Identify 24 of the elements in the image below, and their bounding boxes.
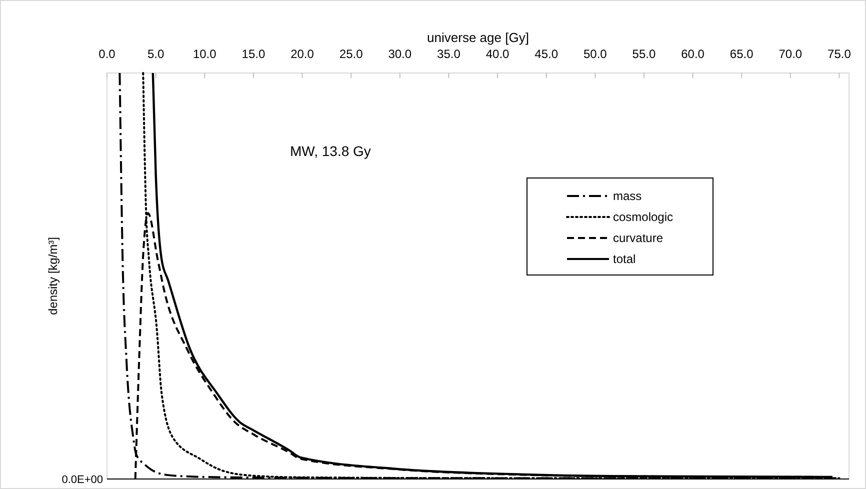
x-tick-label: 50.0 (583, 47, 608, 61)
x-tick-label: 0.0 (98, 47, 116, 61)
x-tick-label: 45.0 (534, 47, 558, 61)
x-tick-label: 10.0 (192, 47, 217, 61)
x-tick-label: 55.0 (632, 47, 656, 61)
legend-label: curvature (613, 231, 664, 245)
legend-label: total (613, 252, 636, 266)
x-tick-label: 25.0 (339, 47, 364, 61)
x-tick-label: 70.0 (778, 47, 802, 61)
legend-label: cosmologic (613, 210, 674, 224)
legend-label: mass (613, 189, 642, 203)
x-tick-label: 15.0 (242, 47, 266, 61)
x-tick-label: 30.0 (388, 47, 412, 61)
annotation: MW, 13.8 Gy (290, 143, 371, 159)
x-tick-label: 60.0 (681, 47, 705, 61)
x-tick-label: 5.0 (147, 47, 164, 61)
x-tick-label: 35.0 (437, 47, 461, 61)
x-tick-label: 40.0 (486, 47, 510, 61)
x-tick-label: 20.0 (290, 47, 314, 61)
x-tick-label: 75.0 (828, 47, 852, 61)
x-tick-label: 65.0 (730, 47, 754, 61)
y-axis-title: density [kg/m³] (46, 236, 60, 316)
text: 0.0E+00 (62, 474, 103, 486)
x-axis-title: universe age [Gy] (427, 30, 529, 45)
